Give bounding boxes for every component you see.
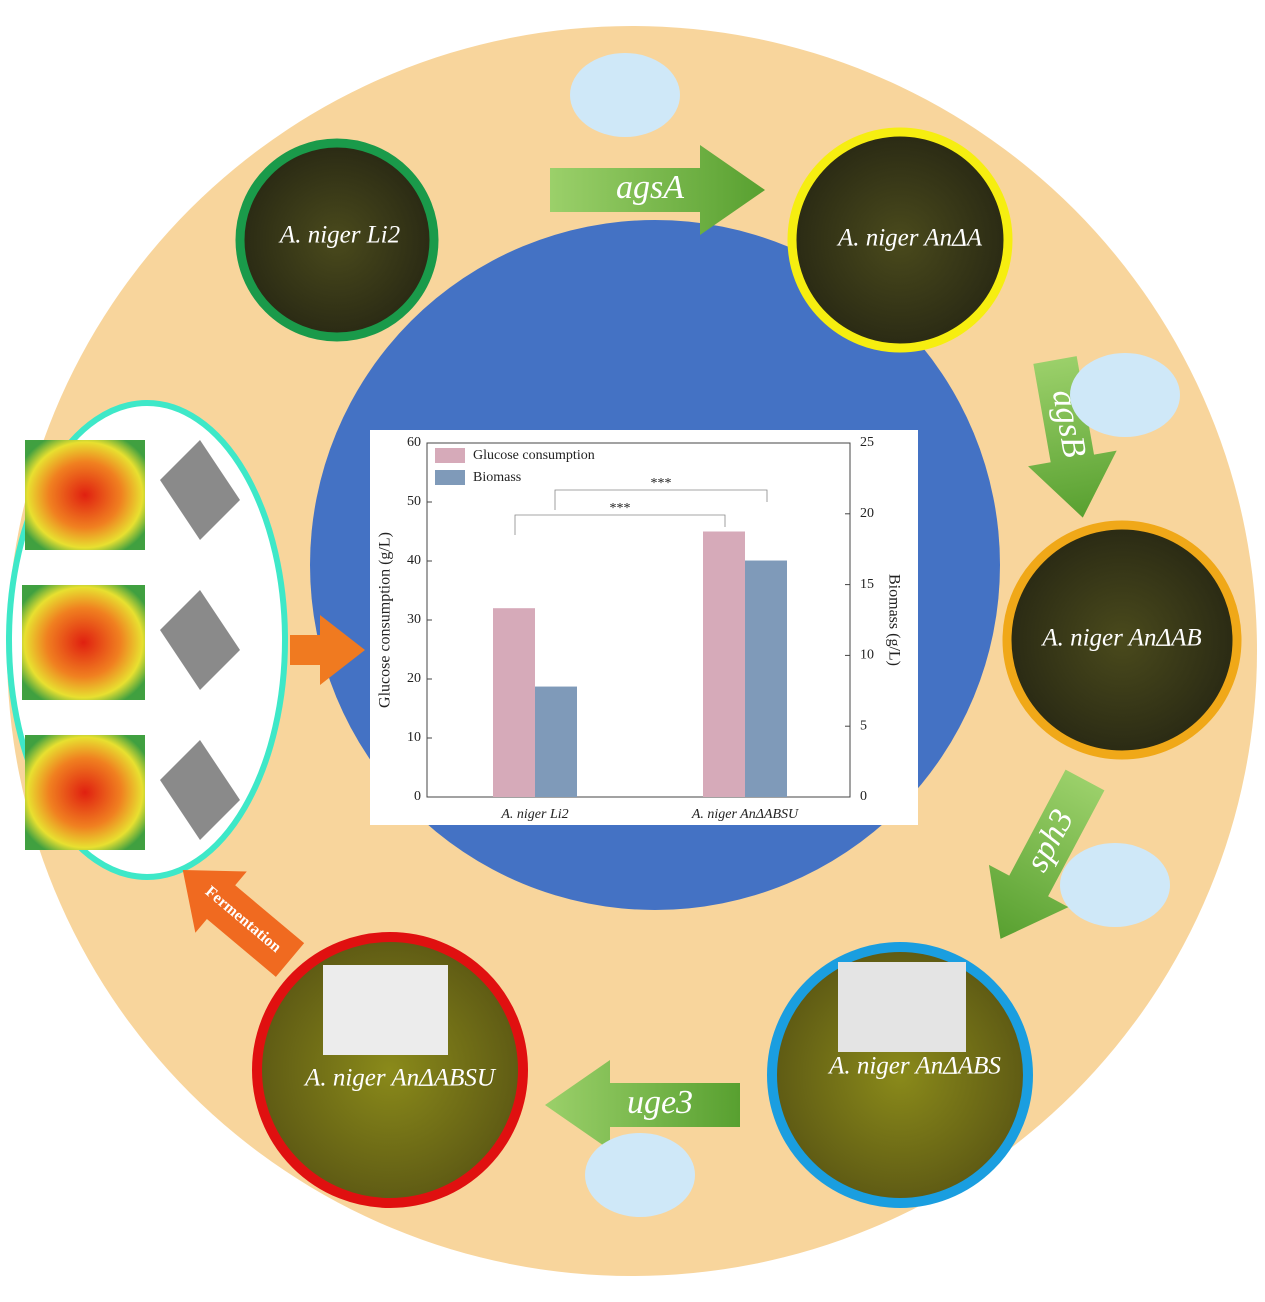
gene-label: uge3 [627,1084,693,1121]
significance-label: *** [610,501,631,516]
strain-label: A. niger Li2 [278,222,400,249]
contour-plots [22,440,240,850]
dish [787,127,1013,353]
bar [745,560,787,797]
y-axis-label: Glucose consumption (g/L) [377,532,394,708]
y2-tick-label: 10 [860,648,874,663]
arrow [290,615,365,685]
legend-swatch [435,470,465,485]
x-tick-label: A. niger AnΔABSU [691,807,799,822]
strain-label: A. niger AnΔAB [1040,625,1201,652]
legend-label: Glucose consumption [473,448,595,463]
y-tick-label: 0 [414,789,421,804]
y2-tick-label: 15 [860,577,874,592]
significance-label: *** [651,476,672,491]
crispr-icon [570,53,1180,1217]
y-tick-label: 40 [407,553,421,568]
strain-label: A. niger AnΔABS [827,1053,1001,1080]
legend-label: Biomass [473,470,521,485]
significance-bracket [554,489,768,510]
y-tick-label: 60 [407,435,421,450]
y2-tick-label: 20 [860,506,874,521]
y-tick-label: 50 [407,494,421,509]
chart-area [370,430,918,825]
strain-label: A. niger AnΔABSU [303,1065,497,1092]
legend-swatch [435,448,465,463]
microscope-image [838,962,966,1052]
y2-tick-label: 25 [860,435,874,450]
y-tick-label: 20 [407,671,421,686]
significance-bracket [514,514,726,535]
microscope-image [323,965,448,1055]
x-tick-label: A. niger Li2 [500,807,568,822]
bar-chart: 0 10 20 30 40 50 60 0 5 10 15 20 25 Glucose consumpti… [377,435,903,822]
gene-arrow: uge3 [545,1060,740,1150]
gene-label: agsA [616,169,684,206]
bar [493,608,535,797]
y-tick-label: 30 [407,612,421,627]
strain-label: A. niger AnΔA [836,225,983,252]
dish [1002,520,1242,760]
y2-axis-label: Biomass (g/L) [885,574,902,666]
bar [703,531,745,797]
y-tick-label: 10 [407,730,421,745]
y2-tick-label: 0 [860,789,867,804]
gene-arrow: agsA [550,145,765,235]
bar [535,686,577,797]
y2-tick-label: 5 [860,718,867,733]
dish [235,138,439,342]
